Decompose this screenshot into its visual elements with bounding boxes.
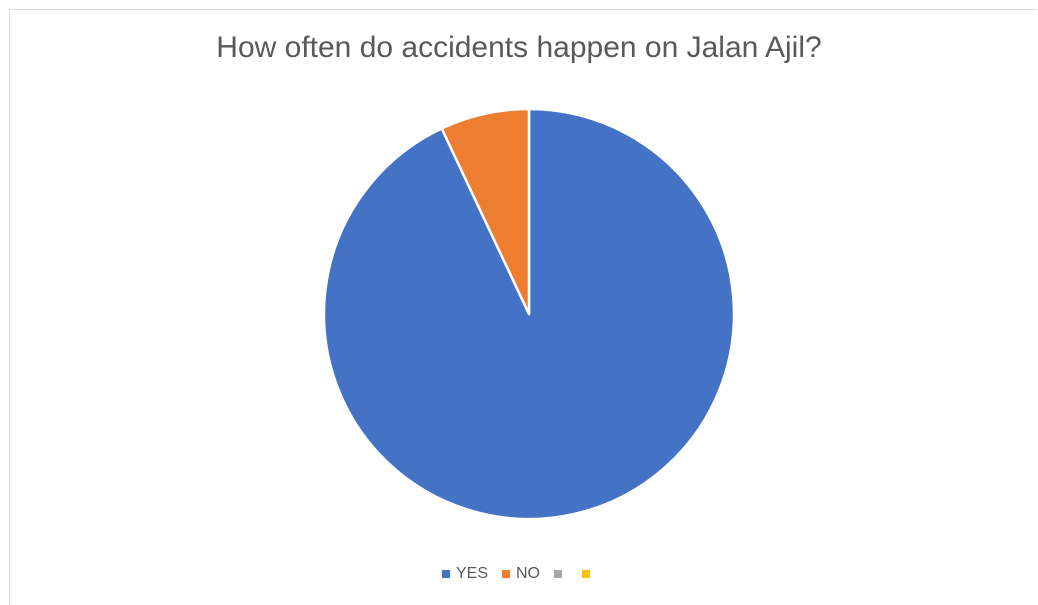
legend-swatch-0 <box>441 570 450 578</box>
legend-swatch-2 <box>554 570 562 578</box>
legend-label-1: NO <box>516 565 540 582</box>
legend: YES NO <box>0 564 1038 584</box>
legend-item-3 <box>582 570 596 578</box>
legend-item-1: NO <box>502 564 540 584</box>
legend-label-0: YES <box>455 565 488 582</box>
legend-swatch-1 <box>502 570 510 578</box>
legend-swatch-3 <box>582 570 590 578</box>
pie-slices <box>322 107 736 521</box>
pie-slice-no <box>440 107 531 316</box>
chart-title: How often do accidents happen on Jalan A… <box>216 31 822 64</box>
legend-item-0: YES <box>441 564 488 584</box>
legend-item-2 <box>554 570 568 578</box>
